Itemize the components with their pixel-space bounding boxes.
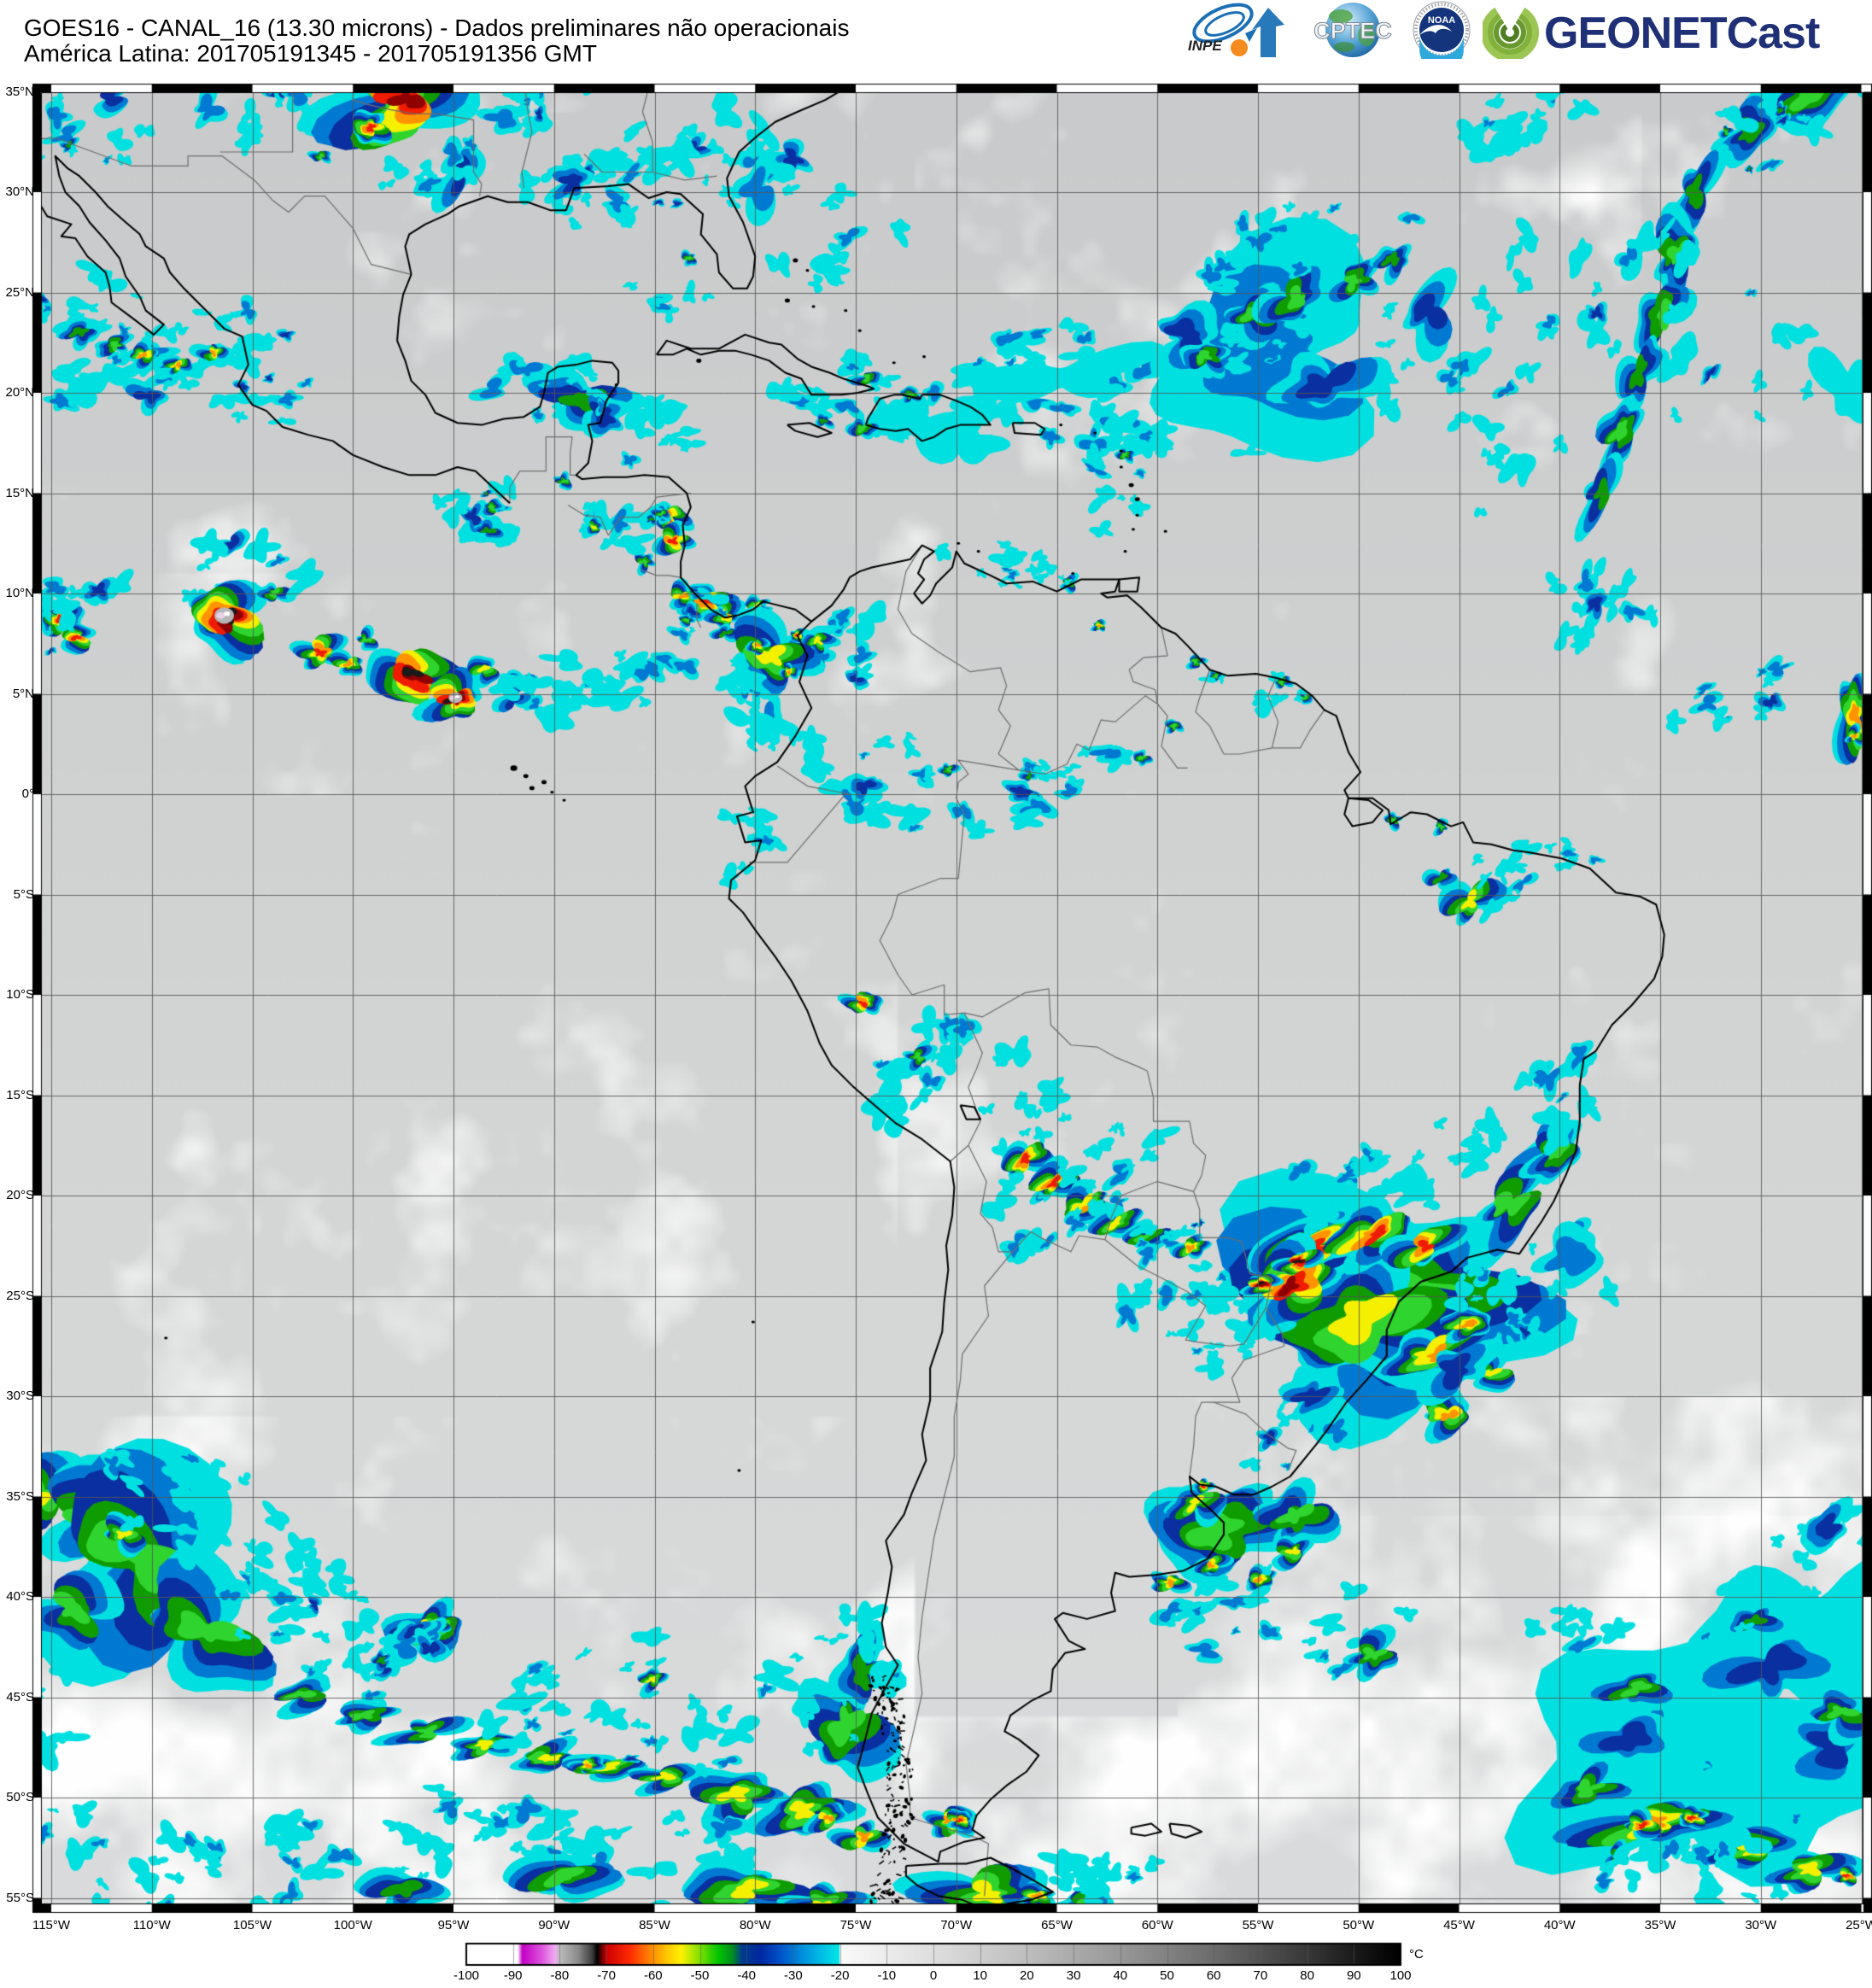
lat-tick-label: 10°N [5,586,34,600]
lon-tick-label: 50°W [1343,1918,1375,1932]
lon-tick-label: 65°W [1041,1918,1073,1932]
lat-tick-label: 25°S [6,1288,34,1303]
title-block: GOES16 - CANAL_16 (13.30 microns) - Dado… [24,15,849,67]
geonetcast-logo-text: GEONETCast [1544,9,1820,58]
colorbar-tick-label: 80 [1300,1968,1314,1983]
lon-tick-label: 25°W [1846,1918,1872,1932]
colorbar-tick-label: 100 [1389,1968,1412,1983]
lon-tick-label: 70°W [940,1918,973,1932]
inpe-orange-dot-icon [1231,39,1248,56]
colorbar-tick-label: -60 [643,1968,663,1983]
inpe-arrowhead-icon [1245,28,1257,42]
colorbar-tick-label: 60 [1206,1968,1221,1983]
colorbar-tick-label: -80 [550,1968,570,1983]
colorbar-tick-label: -100 [453,1968,480,1983]
lon-tick-label: 110°W [132,1918,171,1932]
colorbar-tick-label: -20 [830,1968,850,1983]
colorbar-tick-label: 90 [1346,1968,1361,1983]
cptec-logo-text: CPTEC [1313,18,1392,44]
inpe-arrow-icon [1252,8,1284,57]
lat-tick-label: 25°N [5,284,34,300]
lon-tick-label: 85°W [639,1918,670,1932]
lat-tick-label: 10°S [6,987,34,1002]
lon-tick-label: 40°W [1543,1918,1576,1932]
colorbar-tick-label: -90 [503,1968,523,1983]
cptec-logo: CPTEC [1313,3,1392,57]
lon-tick-label: 105°W [232,1918,272,1932]
title-line-1: GOES16 - CANAL_16 (13.30 microns) - Dado… [24,15,850,41]
colorbar-tick-label: -40 [737,1968,757,1983]
lat-tick-label: 20°S [6,1188,34,1202]
inpe-logo: INPE [1188,3,1284,57]
lat-tick-label: 15°S [6,1087,34,1102]
lon-tick-label: 35°W [1644,1918,1676,1932]
lat-tick-label: 50°S [6,1790,34,1804]
noaa-gull-icon [1419,25,1452,35]
lon-tick-label: 55°W [1242,1918,1274,1932]
lon-tick-label: 95°W [437,1918,470,1932]
colorbar-tick-label: -10 [877,1968,897,1983]
lon-tick-label: 45°W [1443,1918,1475,1932]
lat-tick-label: 20°N [5,385,34,400]
lat-tick-label: 45°S [6,1689,34,1704]
lat-tick-label: 5°S [13,886,34,902]
colorbar-tick-label: -70 [597,1968,616,1983]
colorbar-tick-label: 10 [973,1968,988,1983]
inpe-logo-text: INPE [1188,38,1222,54]
lat-tick-label: 30°N [5,184,34,199]
colorbar-tick-label: 40 [1113,1968,1128,1983]
lat-tick-label: 35°S [6,1488,34,1504]
colorbar-tick-label: 50 [1160,1968,1174,1983]
lat-tick-label: 15°N [5,485,34,500]
title-line-2: América Latina: 201705191345 - 201705191… [24,40,597,67]
lon-tick-label: 115°W [32,1918,71,1932]
noaa-logo: NOAA [1413,1,1471,59]
lat-tick-label: 35°N [5,84,34,99]
lat-tick-label: 0° [21,786,34,801]
colorbar-tick-label: 30 [1066,1968,1081,1983]
header: GOES16 - CANAL_16 (13.30 microns) - Dado… [0,0,1872,82]
lon-tick-label: 80°W [739,1918,771,1932]
colorbar-tick-label: -50 [690,1968,710,1983]
lat-tick-label: 55°S [6,1890,34,1905]
colorbar-tick-label: 70 [1253,1968,1268,1983]
colorbar-tick-label: 20 [1020,1968,1034,1983]
logo-strip: INPE CPTEC NOAA [1185,0,1869,60]
colorbar-tick-label: -30 [784,1968,803,1983]
colorbar-tick-label: 0 [929,1968,938,1983]
lon-tick-label: 100°W [333,1918,372,1932]
lon-tick-label: 30°W [1745,1918,1777,1932]
lon-tick-label: 60°W [1141,1918,1173,1932]
colorbar-unit: °C [1409,1947,1424,1962]
lon-tick-label: 75°W [839,1918,872,1932]
lon-tick-label: 90°W [538,1918,570,1932]
lat-tick-label: 40°S [6,1589,34,1604]
lat-tick-label: 5°N [12,686,34,701]
geonetcast-logo: GEONETCast [1483,1,1821,59]
noaa-logo-text: NOAA [1428,15,1455,26]
lat-tick-label: 30°S [6,1389,34,1403]
